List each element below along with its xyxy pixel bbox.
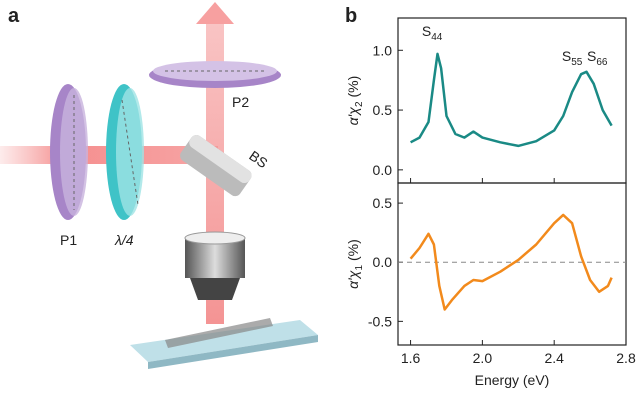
x-tick-label: 2.8 xyxy=(616,350,636,366)
beam-splitter xyxy=(180,134,252,197)
objective xyxy=(185,238,245,278)
label-quarter-wave: λ/4 xyxy=(114,232,134,248)
annotation-sub: 66 xyxy=(596,57,608,68)
annotation-main: S xyxy=(422,23,431,39)
beam-arrow xyxy=(196,2,234,24)
y-label-main: α′χ xyxy=(345,270,361,289)
setup-diagram: P1 λ/4 BS P2 xyxy=(0,2,318,369)
x-tick-label: 1.6 xyxy=(401,350,421,366)
x-tick-label: 2.4 xyxy=(544,350,564,366)
substrate xyxy=(130,320,318,362)
waveplate-face xyxy=(116,88,144,216)
annotation: S55 xyxy=(562,48,583,68)
y-label-main: α′χ xyxy=(345,107,361,126)
label-bs: BS xyxy=(246,147,270,171)
y-tick-label: 0.5 xyxy=(373,195,393,211)
label-p2: P2 xyxy=(232,94,249,110)
data-line xyxy=(410,52,613,148)
y-tick-label: 0.0 xyxy=(373,254,393,270)
x-axis-label: Energy (eV) xyxy=(475,372,550,388)
y-label-unit: (%) xyxy=(345,76,361,98)
y-tick-label: -0.5 xyxy=(368,313,392,329)
annotation: S66 xyxy=(587,48,608,68)
objective-tip xyxy=(190,278,240,300)
objective-top xyxy=(184,231,246,245)
annotation-main: S xyxy=(587,48,596,64)
y-label-sub: 2 xyxy=(354,101,365,107)
y-axis-label: α′χ1 (%) xyxy=(345,239,365,289)
annotation-sub: 44 xyxy=(431,32,443,43)
y-label-sub: 1 xyxy=(354,265,365,271)
annotation-main: S xyxy=(562,48,571,64)
annotation: S44 xyxy=(422,23,443,43)
panel-label: b xyxy=(345,5,357,27)
y-label-unit: (%) xyxy=(345,239,361,261)
y-axis-label: α′χ2 (%) xyxy=(345,76,365,126)
y-tick-label: 0.0 xyxy=(373,162,393,178)
label-p1: P1 xyxy=(60,232,77,248)
substrate-edge xyxy=(148,335,318,369)
nanotube xyxy=(165,318,273,348)
annotation-sub: 55 xyxy=(571,57,583,68)
plot-frame xyxy=(397,182,627,346)
y-tick-label: 1.0 xyxy=(373,42,393,58)
data-line xyxy=(409,213,613,311)
panel-label: a xyxy=(8,5,20,27)
x-tick-label: 2.0 xyxy=(473,350,493,366)
y-tick-label: 0.5 xyxy=(373,102,393,118)
